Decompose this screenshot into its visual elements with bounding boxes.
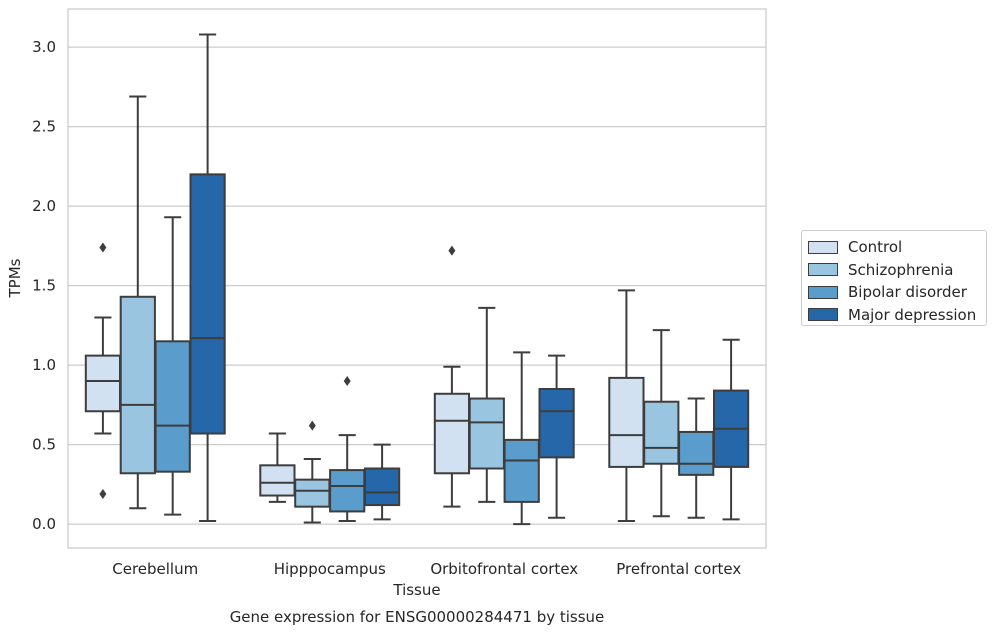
box-plot [433, 245, 471, 508]
box-plot [503, 351, 540, 526]
legend-label: Bipolar disorder [848, 283, 967, 302]
legend-swatch [808, 285, 838, 299]
plot-area-frame [67, 8, 767, 549]
box-plot [363, 443, 401, 521]
x-tick-label: Prefrontal cortex [616, 560, 741, 578]
box [678, 430, 715, 476]
box [259, 464, 296, 497]
legend-swatch [808, 308, 838, 322]
box-plot [643, 329, 680, 518]
outlier-point [99, 242, 107, 253]
box [189, 173, 226, 435]
box [503, 438, 540, 503]
legend-swatch [808, 240, 838, 254]
y-axis-ticks: 0.0 0.5 1.0 1.5 2.0 2.5 3.0 [32, 38, 56, 533]
box-plot [189, 33, 226, 522]
outlier-point [99, 488, 107, 499]
box-plot [538, 354, 575, 519]
box-plot [119, 95, 156, 510]
box [538, 388, 575, 459]
box [643, 400, 680, 465]
box [119, 295, 156, 475]
box [433, 392, 471, 475]
legend-item: Control [802, 236, 986, 259]
legend-label: Control [848, 238, 903, 257]
box [294, 478, 331, 508]
legend-item: Major depression [802, 304, 986, 327]
y-tick-label: 1.5 [32, 277, 56, 295]
box-groups [84, 33, 750, 526]
outlier-point [308, 420, 316, 431]
box [608, 376, 645, 468]
outlier-point [343, 376, 351, 387]
legend-swatch [808, 263, 838, 277]
legend-label: Major depression [848, 305, 977, 324]
y-tick-label: 0.0 [32, 515, 56, 533]
legend: Control Schizophrenia Bipolar disorder Majo… [801, 230, 987, 326]
x-tick-label: Cerebellum [112, 560, 198, 578]
box [363, 467, 401, 507]
y-axis-label: TPMs [6, 258, 24, 298]
box-plot [468, 306, 505, 503]
chart-title: Gene expression for ENSG00000284471 by t… [230, 608, 605, 626]
legend-label: Schizophrenia [848, 260, 954, 279]
box-plot [84, 242, 122, 499]
x-axis-ticks: Cerebellum Hipppocampus Orbitofrontal cort… [112, 560, 741, 578]
box-plot [259, 432, 296, 503]
y-tick-label: 2.0 [32, 197, 56, 215]
box-plot [678, 397, 715, 519]
box-plot [294, 420, 331, 524]
box-plot [608, 289, 645, 522]
box [154, 340, 191, 473]
box-plot [154, 216, 191, 516]
box-plot [329, 376, 366, 522]
outlier-point [448, 245, 456, 256]
box [84, 354, 122, 413]
y-tick-label: 1.0 [32, 356, 56, 374]
x-tick-label: Hipppocampus [274, 560, 386, 578]
y-tick-label: 3.0 [32, 38, 56, 56]
legend-item: Schizophrenia [802, 259, 986, 282]
box [329, 469, 366, 513]
box [468, 397, 505, 470]
box-plot [712, 338, 750, 521]
x-axis-label: Tissue [392, 581, 440, 599]
legend-item: Bipolar disorder [802, 281, 986, 304]
x-tick-label: Orbitofrontal cortex [430, 560, 578, 578]
y-tick-label: 0.5 [32, 436, 56, 454]
y-tick-label: 2.5 [32, 118, 56, 136]
